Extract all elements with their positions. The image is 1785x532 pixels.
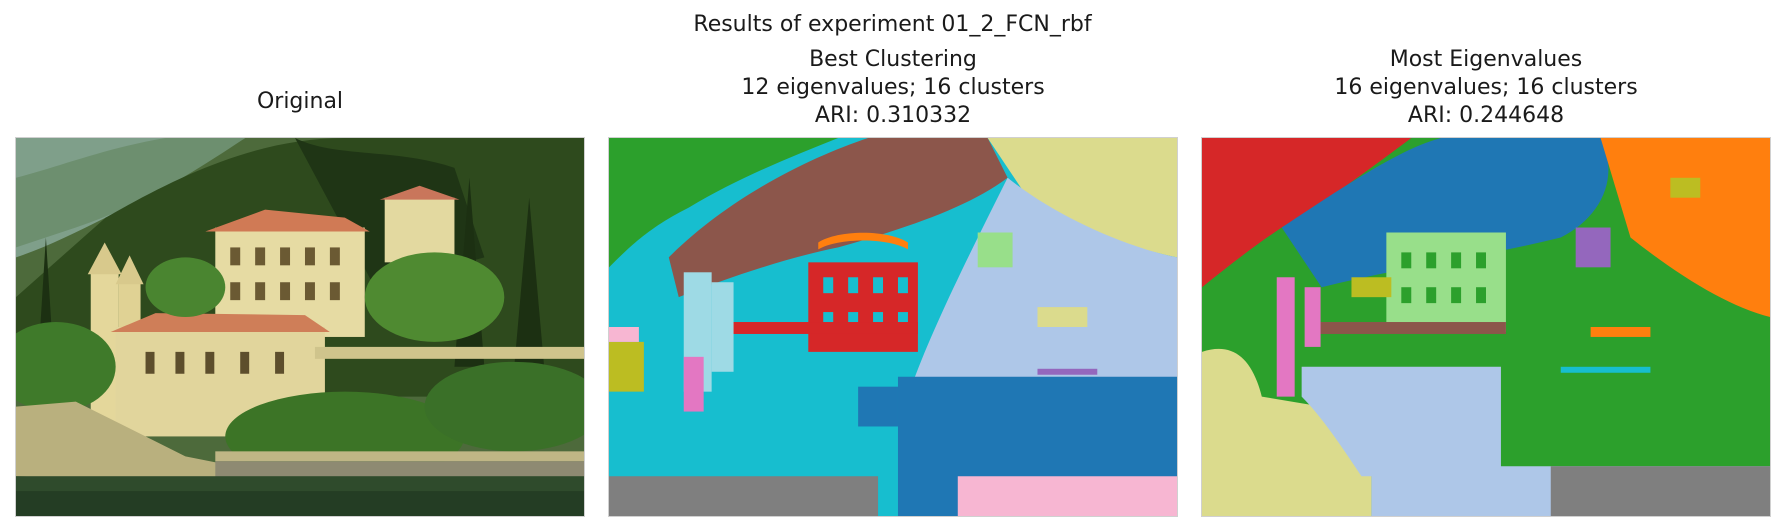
panel-title-line: Best Clustering [809,47,977,72]
panel-title-most-eigenvalues: Most Eigenvalues 16 eigenvalues; 16 clus… [1201,46,1771,130]
best-clustering-segmentation [608,137,1178,517]
panel-title-line: 12 eigenvalues; 16 clusters [741,75,1045,100]
panel-title-best-clustering: Best Clustering 12 eigenvalues; 16 clust… [608,46,1178,130]
panel-title-line: 16 eigenvalues; 16 clusters [1334,75,1638,100]
most-eigenvalues-segmentation [1201,137,1771,517]
panel-title-original: Original [15,88,585,116]
panel-title-line: Original [256,89,344,114]
original-image [15,137,585,517]
panel-title-line: Most Eigenvalues [1389,47,1583,72]
panel-title-line: ARI: 0.244648 [1407,103,1565,128]
figure-suptitle: Results of experiment 01_2_FCN_rbf [693,12,1092,37]
panel-title-line: ARI: 0.310332 [814,103,972,128]
